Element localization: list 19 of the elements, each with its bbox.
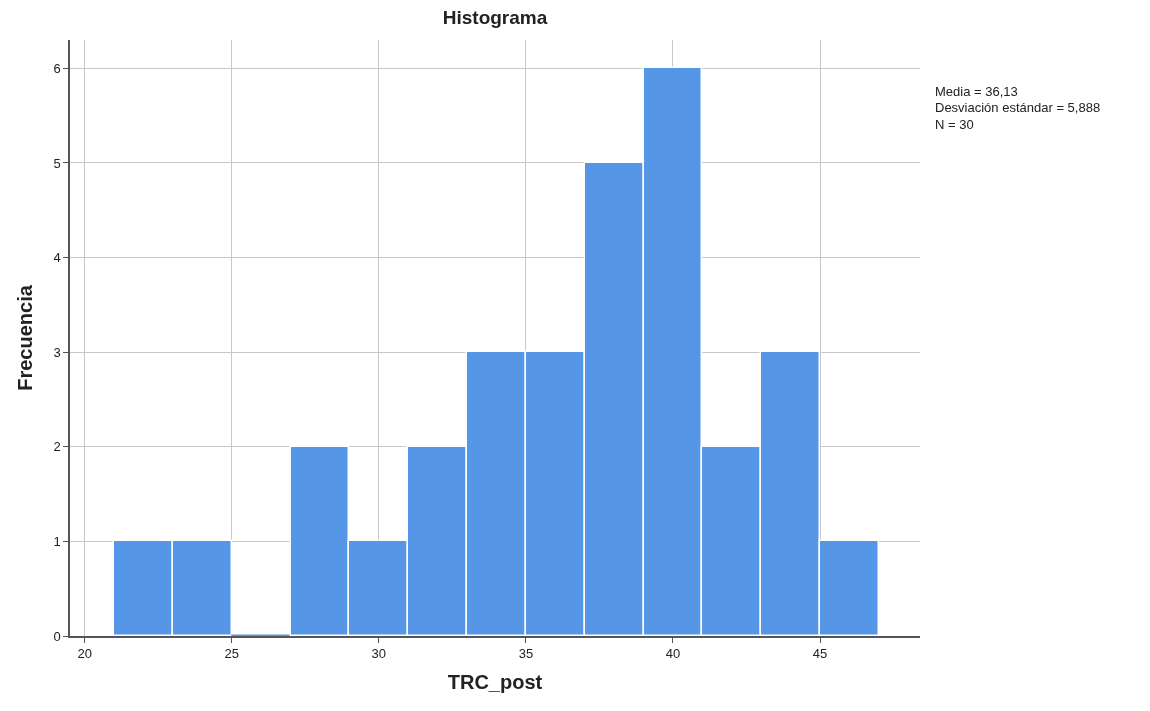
x-tick-label: 20 <box>77 646 92 662</box>
x-tick-label: 40 <box>665 646 681 662</box>
x-axis-title: TRC_post <box>447 671 543 694</box>
y-tick-label: 6 <box>53 60 61 76</box>
text: N = 30 <box>935 117 974 132</box>
x-tick-label: 30 <box>371 646 387 662</box>
y-tick-label: 0 <box>53 628 61 644</box>
y-axis-title: Frecuencia <box>14 284 37 391</box>
x-tick-label: 25 <box>224 646 239 662</box>
text: Media = 36,13 <box>935 84 1018 99</box>
chart-title: Histograma <box>442 6 548 28</box>
x-tick-label: 45 <box>812 646 828 662</box>
y-tick-label: 3 <box>53 344 61 360</box>
text: Desviación estándar = 5,888 <box>935 100 1101 115</box>
y-tick-label: 5 <box>53 155 61 171</box>
y-tick-label: 2 <box>53 439 61 455</box>
y-tick-label: 4 <box>53 250 61 266</box>
x-tick-label: 35 <box>518 646 534 662</box>
y-tick-label: 1 <box>53 533 61 549</box>
